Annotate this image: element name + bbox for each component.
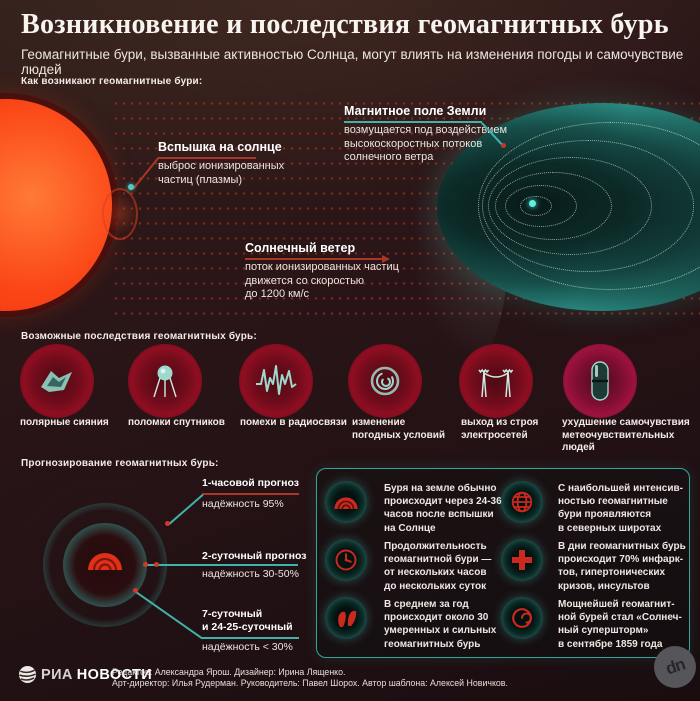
flare-label-body: выброс ионизированных частиц (плазмы) bbox=[158, 160, 285, 186]
wind-label-body: поток ионизированных частиц движется со … bbox=[245, 261, 399, 300]
fact-text: В среднем за год происходит около 30 уме… bbox=[384, 599, 497, 650]
dn-badge[interactable]: dn bbox=[654, 646, 696, 688]
credits-line-2: Арт-директор: Илья Рудерман. Руководител… bbox=[112, 678, 508, 688]
section-how-title: Как возникают геомагнитные бури: bbox=[21, 76, 203, 87]
forecast-1h-connector-line bbox=[167, 494, 204, 526]
fact-icon-circle bbox=[325, 539, 367, 581]
field-label-title: Магнитное поле Земли bbox=[344, 104, 487, 118]
flare-underline bbox=[158, 157, 256, 159]
page-title: Возникновение и последствия геомагнитных… bbox=[21, 9, 669, 40]
consequence-label: выход из строя электросетей bbox=[461, 417, 539, 441]
fact-text: С наибольшей интенсив- ностью геомагнитн… bbox=[558, 483, 683, 534]
forecast-2d-reliability: надёжность 30-50% bbox=[202, 568, 299, 580]
storm-count-icon bbox=[338, 610, 357, 627]
solar-flare-arc bbox=[102, 188, 138, 240]
forecast-1h-underline bbox=[202, 493, 299, 495]
forecast-7d-dot bbox=[133, 588, 138, 593]
consequence-circle bbox=[563, 344, 637, 418]
fact-icon-circle bbox=[501, 539, 543, 581]
field-label-body: возмущается под воздействием высокоскоро… bbox=[344, 124, 508, 163]
fact-text: Мощнейшей геомагнит- ной бурей стал «Сол… bbox=[558, 599, 682, 650]
medical-cross-icon bbox=[512, 550, 532, 570]
pill-icon bbox=[591, 361, 609, 401]
section-consequences-title: Возможные последствия геомагнитных бурь: bbox=[21, 331, 257, 342]
globe-icon bbox=[511, 491, 533, 513]
gauge-sun-icon bbox=[334, 496, 358, 509]
forecast-center-sun-icon bbox=[86, 550, 124, 576]
consequence-label: помехи в радиосвязи bbox=[240, 417, 347, 428]
brand-ria: РИА bbox=[41, 666, 73, 683]
ria-globe-icon bbox=[18, 665, 37, 684]
fact-text: Буря на земле обычно происходит через 24… bbox=[384, 483, 502, 534]
ria-novosti-logo[interactable]: РИА НОВОСТИ bbox=[18, 665, 152, 684]
credits-line-1: Редактор: Александра Ярош. Дизайнер: Ири… bbox=[112, 667, 346, 677]
consequence-circle bbox=[459, 344, 533, 418]
flare-label: Вспышка на солнце выброс ионизированных … bbox=[158, 140, 284, 187]
forecast-2d-dot bbox=[143, 562, 148, 567]
field-underline bbox=[344, 121, 482, 123]
fact-icon-circle bbox=[325, 597, 367, 639]
satellite-icon bbox=[153, 365, 177, 398]
earth-dot bbox=[529, 200, 536, 207]
sun-icon bbox=[0, 99, 112, 311]
forecast-1h-dot bbox=[165, 521, 170, 526]
dn-badge-label: dn bbox=[662, 654, 687, 679]
consequence-label: полярные сияния bbox=[20, 417, 109, 428]
wind-underline-arrow bbox=[245, 255, 390, 263]
fact-icon-circle bbox=[501, 481, 543, 523]
consequence-label: ухудшение самочувствия метеочувствительн… bbox=[562, 417, 690, 453]
forecast-2d-dot bbox=[154, 562, 159, 567]
forecast-2d-title: 2-суточный прогноз bbox=[202, 550, 307, 562]
field-label: Магнитное поле Земли возмущается под воз… bbox=[344, 104, 507, 165]
consequence-circle bbox=[20, 344, 94, 418]
wind-label: Солнечный ветер поток ионизированных час… bbox=[245, 241, 399, 302]
forecast-1h-title: 1-часовой прогноз bbox=[202, 477, 300, 489]
forecast-7d-reliability: надёжность < 30% bbox=[202, 641, 293, 653]
field-endpoint-dot bbox=[501, 143, 506, 148]
consequence-circle bbox=[239, 344, 313, 418]
power-grid-icon bbox=[478, 368, 514, 398]
fact-icon-circle bbox=[501, 597, 543, 639]
fact-text: В дни геомагнитных бурь происходит 70% и… bbox=[558, 541, 686, 592]
aurora-icon bbox=[41, 371, 72, 392]
forecast-7d-title: 7-суточный и 24-25-суточный bbox=[202, 608, 293, 633]
superstorm-icon bbox=[512, 608, 532, 628]
weather-change-icon bbox=[370, 366, 400, 396]
page-subtitle: Геомагнитные бури, вызванные активностью… bbox=[21, 47, 684, 77]
consequence-circle bbox=[348, 344, 422, 418]
fact-text: Продолжительность геомагнитной бури — от… bbox=[384, 541, 492, 592]
consequence-label: поломки спутников bbox=[128, 417, 225, 428]
radio-interference-icon bbox=[256, 365, 297, 395]
consequence-circle bbox=[128, 344, 202, 418]
wind-label-title: Солнечный ветер bbox=[245, 241, 356, 255]
forecast-1h-reliability: надёжность 95% bbox=[202, 498, 284, 510]
section-forecast-title: Прогнозирование геомагнитных бурь: bbox=[21, 458, 219, 469]
brand-novosti: НОВОСТИ bbox=[76, 666, 153, 683]
consequence-label: изменение погодных условий bbox=[352, 417, 446, 441]
flare-label-title: Вспышка на солнце bbox=[158, 140, 282, 154]
forecast-2d-connector-line bbox=[146, 564, 298, 566]
forecast-7d-underline bbox=[202, 637, 299, 639]
clock-icon bbox=[335, 549, 357, 571]
flare-endpoint-dot bbox=[128, 184, 134, 190]
fact-icon-circle bbox=[325, 481, 367, 523]
